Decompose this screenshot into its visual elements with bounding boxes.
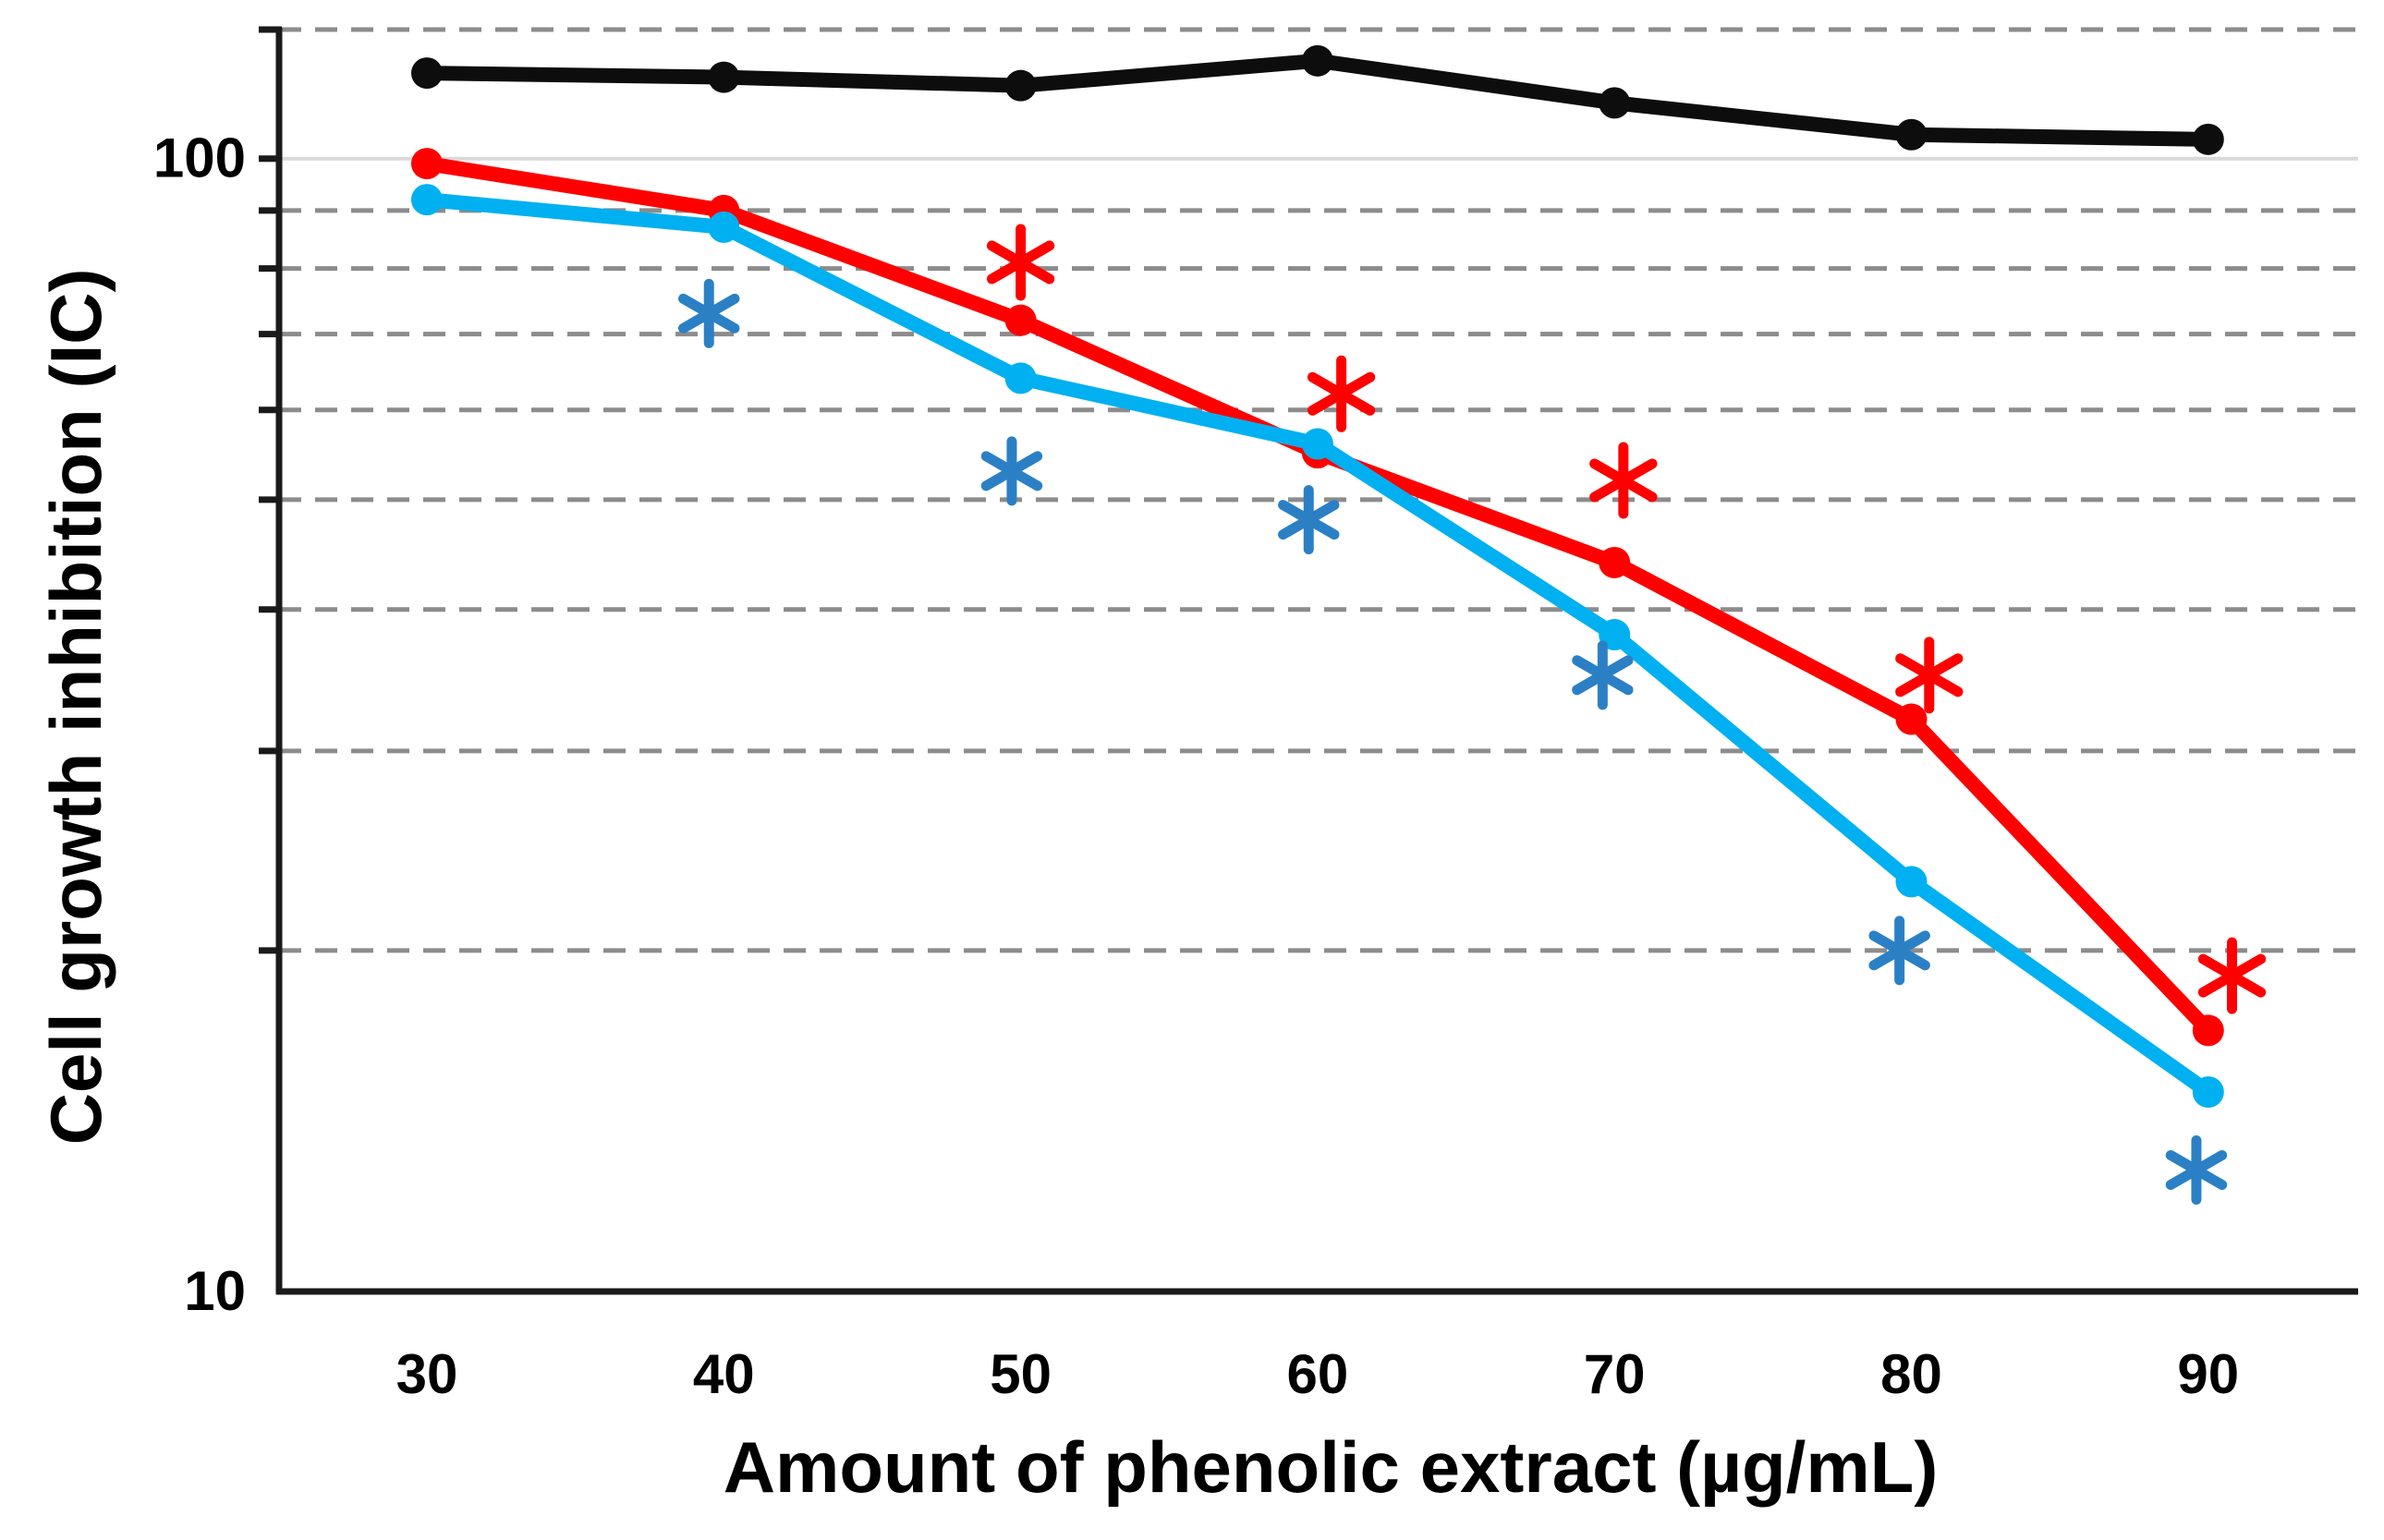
x-tick-label-60: 60 — [1287, 1343, 1349, 1405]
marker-untreated-control-black-x60 — [1301, 44, 1333, 77]
marker-phenolic-extract-cyan-x80 — [1895, 866, 1928, 898]
x-tick-label-50: 50 — [990, 1343, 1052, 1405]
asterisk-phenolic-extract-red-x61-arm-2 — [1307, 371, 1376, 416]
marker-untreated-control-black-x50 — [1004, 69, 1037, 102]
marker-phenolic-extract-red-x50 — [1004, 304, 1037, 336]
x-axis-title: Amount of phenolic extract (µg/mL) — [723, 1426, 1939, 1508]
marker-untreated-control-black-x40 — [708, 61, 740, 93]
marker-untreated-control-black-x70 — [1599, 87, 1631, 119]
marker-phenolic-extract-cyan-x60 — [1301, 428, 1333, 460]
asterisk-phenolic-extract-red-x81-arm-2 — [1895, 653, 1964, 697]
marker-phenolic-extract-red-x80 — [1895, 703, 1928, 735]
asterisk-phenolic-extract-cyan-x40-arm-2 — [678, 293, 740, 333]
asterisk-phenolic-extract-red-x91-arm-2 — [2197, 953, 2267, 998]
marker-phenolic-extract-cyan-x90 — [2192, 1076, 2224, 1109]
marker-phenolic-extract-cyan-x50 — [1004, 362, 1037, 394]
asterisk-phenolic-extract-red-x70-arm-2 — [1589, 458, 1658, 503]
marker-phenolic-extract-cyan-x40 — [708, 211, 740, 243]
asterisk-phenolic-extract-red-x50-arm-2 — [986, 240, 1055, 285]
marker-phenolic-extract-cyan-x30 — [411, 184, 443, 216]
marker-untreated-control-black-x90 — [2192, 123, 2224, 155]
asterisk-phenolic-extract-cyan-x50-arm-2 — [980, 451, 1043, 491]
x-tick-label-80: 80 — [1880, 1343, 1942, 1405]
y-tick-label-10: 10 — [184, 1260, 246, 1322]
asterisk-phenolic-extract-cyan-x70-arm-2 — [1572, 655, 1634, 696]
y-tick-label-100: 100 — [153, 127, 246, 189]
y-axis-title: Cell growth inhibition (IC) — [35, 268, 116, 1146]
x-tick-label-30: 30 — [396, 1343, 458, 1405]
x-tick-label-40: 40 — [693, 1343, 755, 1405]
x-tick-label-90: 90 — [2177, 1343, 2239, 1405]
marker-phenolic-extract-red-x90 — [2192, 1014, 2224, 1047]
asterisk-phenolic-extract-cyan-x80-arm-2 — [1868, 930, 1930, 971]
marker-phenolic-extract-red-x70 — [1599, 546, 1631, 578]
marker-untreated-control-black-x30 — [411, 57, 443, 90]
marker-untreated-control-black-x80 — [1895, 118, 1928, 151]
marker-phenolic-extract-red-x30 — [411, 148, 443, 180]
asterisk-phenolic-extract-cyan-x90-arm-2 — [2165, 1150, 2228, 1191]
asterisk-phenolic-extract-cyan-x60-arm-2 — [1278, 500, 1340, 540]
x-tick-label-70: 70 — [1584, 1343, 1646, 1405]
